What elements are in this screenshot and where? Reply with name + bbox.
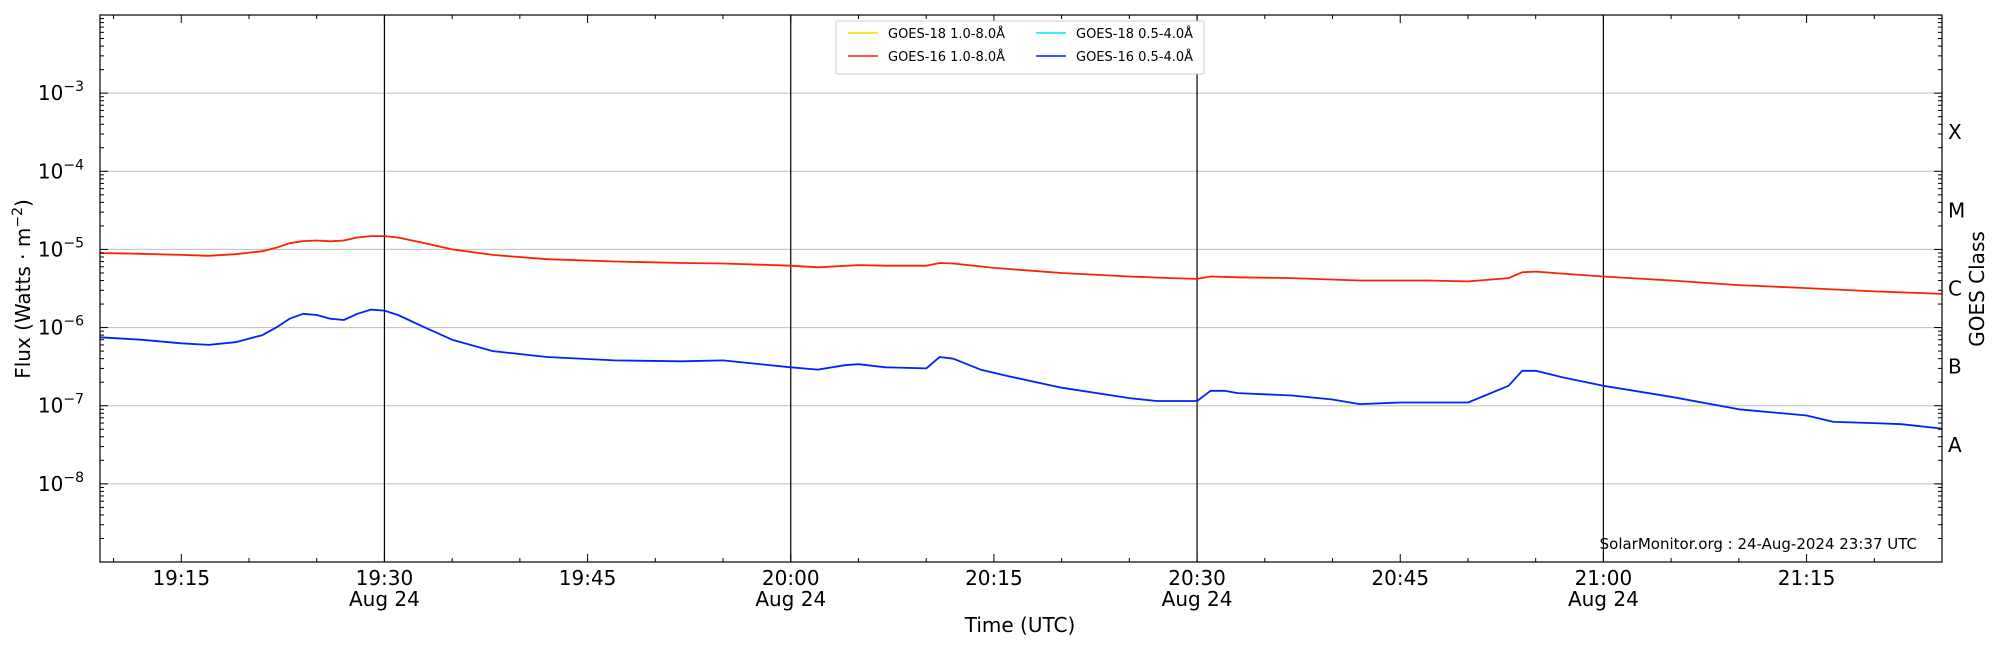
series-line	[99, 308, 1943, 430]
x-tick-date-label: Aug 24	[1568, 587, 1639, 611]
x-tick-date-label: Aug 24	[1162, 587, 1233, 611]
y-tick-label: 10−5	[38, 235, 84, 261]
x-tick-date-label: Aug 24	[755, 587, 826, 611]
x-tick-label: 21:00	[1575, 566, 1633, 590]
x-tick-label: 19:45	[559, 566, 617, 590]
legend-label: GOES-18 0.5-4.0Å	[1076, 26, 1193, 42]
y-axis-title: Flux (Watts · m−2)	[10, 199, 35, 379]
plot-frame	[99, 14, 1943, 563]
horizontal-grid	[100, 92, 1942, 485]
goes-class-label: A	[1948, 433, 1962, 457]
x-tick-label: 20:30	[1168, 566, 1226, 590]
x-tick-label: 20:45	[1371, 566, 1429, 590]
x-tick-label: 20:15	[965, 566, 1023, 590]
series-layer	[99, 235, 1943, 430]
y-tick-label: 10−4	[38, 157, 84, 183]
x-tick-label: 21:15	[1778, 566, 1836, 590]
y-tick-label: 10−8	[38, 470, 84, 496]
goes-class-label: B	[1948, 355, 1962, 379]
legend: GOES-18 1.0-8.0Å GOES-18 0.5-4.0Å GOES-16 …	[835, 20, 1205, 75]
y-tick-label: 10−3	[38, 79, 84, 105]
goes-class-labels: A B C M X	[1948, 120, 1965, 457]
legend-label: GOES-16 0.5-4.0Å	[1076, 49, 1193, 65]
credit-text: SolarMonitor.org : 24-Aug-2024 23:37 UTC	[1600, 535, 1917, 553]
y-tick-label: 10−7	[38, 392, 84, 418]
legend-label: GOES-16 1.0-8.0Å	[888, 49, 1005, 65]
x-axis-title: Time (UTC)	[964, 613, 1076, 637]
goes-class-label: M	[1948, 198, 1965, 222]
day-marker-lines	[383, 15, 1604, 562]
axis-ticks	[100, 15, 1943, 563]
x-tick-date-label: Aug 24	[349, 587, 420, 611]
legend-box	[835, 20, 1205, 75]
legend-label: GOES-18 1.0-8.0Å	[888, 26, 1005, 42]
goes-class-label: X	[1948, 120, 1962, 144]
y-tick-labels: 10−8 10−7 10−6 10−5 10−4 10−3	[38, 79, 84, 496]
goes-class-label: C	[1948, 277, 1962, 301]
x-tick-label: 20:00	[762, 566, 820, 590]
series-line	[99, 235, 1943, 295]
y-tick-label: 10−6	[38, 314, 84, 340]
x-tick-label: 19:30	[356, 566, 414, 590]
y2-axis-title: GOES Class	[1965, 231, 1989, 347]
x-tick-label: 19:15	[152, 566, 210, 590]
